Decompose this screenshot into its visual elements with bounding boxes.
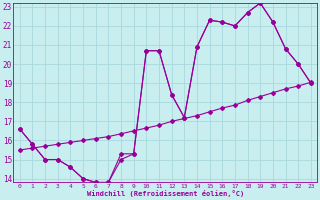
X-axis label: Windchill (Refroidissement éolien,°C): Windchill (Refroidissement éolien,°C) <box>87 190 244 197</box>
